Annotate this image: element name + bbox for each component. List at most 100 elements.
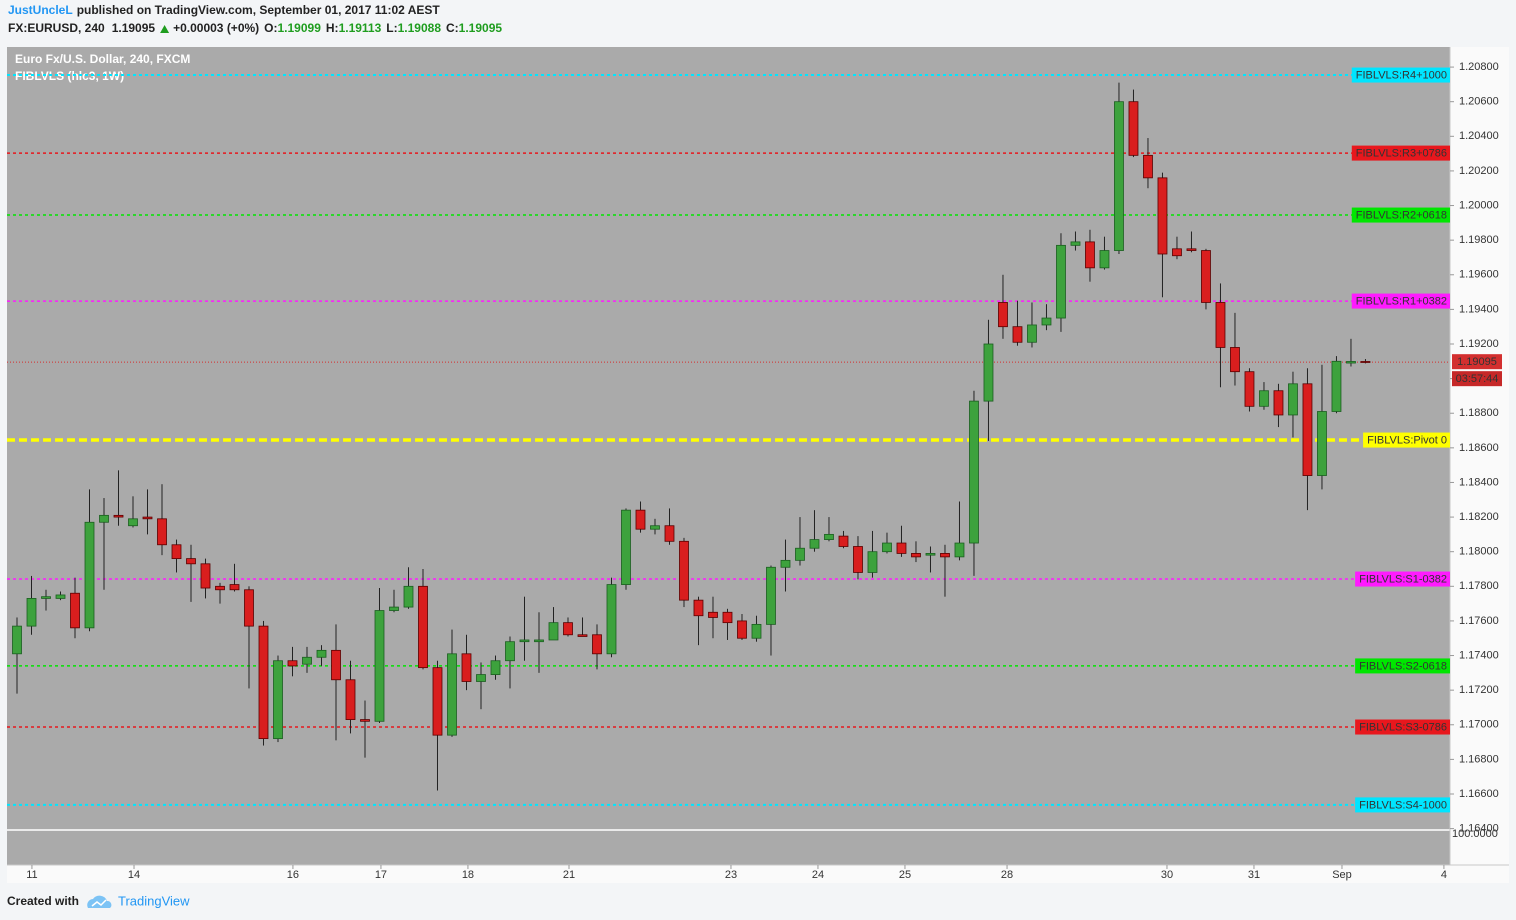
y-tick-label: 1.19400 — [1459, 303, 1499, 315]
candle-body — [519, 639, 530, 643]
candle-body — [1302, 383, 1313, 476]
x-tick-label: 11 — [26, 869, 37, 881]
candle-body — [505, 641, 515, 662]
candle-body — [374, 610, 385, 722]
candle-body — [621, 509, 631, 585]
candle-body — [650, 525, 660, 530]
open-label: O: — [264, 21, 277, 35]
candle-body — [99, 514, 109, 523]
last-price: 1.19095 — [112, 21, 156, 35]
candle-body — [273, 660, 283, 740]
x-tick-label: 24 — [812, 869, 824, 881]
candle-body — [635, 509, 646, 530]
candle-body — [331, 649, 341, 681]
candle-body — [925, 553, 936, 556]
candle-body — [12, 625, 22, 655]
fib-level-tag-bg — [1355, 571, 1450, 587]
y-tick-label: 1.20400 — [1459, 130, 1499, 142]
candle-body — [1114, 101, 1124, 251]
candle-body — [969, 400, 979, 544]
candle-body — [142, 516, 153, 520]
candle-body — [55, 594, 66, 599]
fib-level-tag-bg — [1363, 432, 1450, 448]
candle-body — [113, 514, 124, 518]
close-label: C: — [446, 21, 459, 35]
candle-body — [780, 559, 791, 568]
candle-body — [853, 546, 863, 573]
y-tick-label: 1.20000 — [1459, 199, 1499, 211]
footer-brand[interactable]: TradingView — [118, 893, 190, 908]
last-price-tag: 1.19095 — [1457, 356, 1497, 368]
candle-body — [70, 592, 80, 629]
fib-level-label: FIBLVLS:S2-0618 — [1359, 660, 1447, 672]
candle-body — [200, 563, 211, 589]
candle-body — [476, 674, 486, 682]
open-value: 1.19099 — [278, 21, 322, 35]
y-tick-label: 1.16600 — [1459, 788, 1499, 800]
countdown: 03:57:44 — [1456, 373, 1499, 385]
candle-body — [563, 622, 573, 636]
countdown-bg — [1452, 371, 1502, 387]
candle-body — [1157, 177, 1168, 255]
candle-body — [1346, 361, 1356, 364]
x-tick-label: 28 — [1001, 869, 1013, 881]
fib-level-tag-bg — [1351, 207, 1450, 223]
candle-body — [316, 649, 327, 658]
x-tick-label: 16 — [287, 869, 299, 881]
y-tick-label: 1.17600 — [1459, 615, 1499, 627]
fib-level-label: FIBLVLS:S4-1000 — [1359, 799, 1447, 811]
y-tick-label: 1.18600 — [1459, 442, 1499, 454]
tradingview-logo — [87, 895, 112, 908]
candle-body — [664, 525, 675, 542]
fib-level-label: FIBLVLS:S3-0786 — [1359, 721, 1447, 733]
candle-body — [84, 521, 95, 629]
fib-level-tag: FIBLVLS:S1-0382 — [1355, 571, 1450, 587]
change: +0.00003 (+0%) — [173, 21, 259, 35]
y-tick-label: 1.16800 — [1459, 753, 1499, 765]
candle-body — [389, 606, 399, 611]
candle-body — [258, 625, 269, 740]
footer-created: Created with — [7, 894, 79, 908]
candle-body — [679, 540, 689, 601]
y-tick-label: 1.19600 — [1459, 269, 1499, 281]
candle-body — [751, 623, 762, 639]
candle-body — [461, 653, 472, 682]
fib-level-tag-bg — [1355, 797, 1450, 813]
y-tick-label: 1.17000 — [1459, 719, 1499, 731]
fib-level-tag-bg — [1351, 67, 1450, 83]
candle-body — [244, 589, 254, 627]
fib-level-tag-bg — [1351, 145, 1450, 161]
candle-body — [345, 679, 356, 720]
candle-body — [693, 599, 704, 617]
candle-body — [1041, 317, 1052, 326]
y-tick-label: 1.19200 — [1459, 338, 1499, 350]
fib-level-tag-bg — [1355, 658, 1450, 674]
low-value: 1.19088 — [398, 21, 442, 35]
y-tick-label: 1.18800 — [1459, 407, 1499, 419]
candle-body — [1244, 371, 1255, 407]
candle-body — [1273, 390, 1284, 416]
fib-level-label: FIBLVLS:Pivot 0 — [1367, 434, 1447, 446]
y-tick-label: 1.18400 — [1459, 476, 1499, 488]
candle-body — [954, 542, 965, 558]
candle-body — [548, 622, 559, 641]
candle-body — [983, 343, 994, 402]
x-tick-label: 17 — [375, 869, 387, 881]
y-tick-label: 1.16400 — [1459, 823, 1499, 835]
high-value: 1.19113 — [339, 21, 382, 35]
fib-level-tag: FIBLVLS:R2+0618 — [1351, 207, 1450, 223]
y-tick-label: 1.18200 — [1459, 511, 1499, 523]
y-tick-label: 1.19800 — [1459, 234, 1499, 246]
y-tick-label: 1.17800 — [1459, 580, 1499, 592]
candle-body — [577, 634, 588, 637]
x-tick-label: 31 — [1248, 869, 1260, 881]
candle-body — [1201, 250, 1211, 303]
y-tick-label: 1.17200 — [1459, 684, 1499, 696]
fib-level-label: FIBLVLS:R1+0382 — [1356, 295, 1447, 307]
candle-body — [490, 660, 501, 675]
fib-level-tag: FIBLVLS:R1+0382 — [1351, 293, 1450, 309]
x-tick-label: Sep — [1332, 869, 1352, 881]
candle-body — [432, 667, 443, 736]
candle-body — [867, 551, 878, 573]
candle-body — [1230, 347, 1240, 373]
